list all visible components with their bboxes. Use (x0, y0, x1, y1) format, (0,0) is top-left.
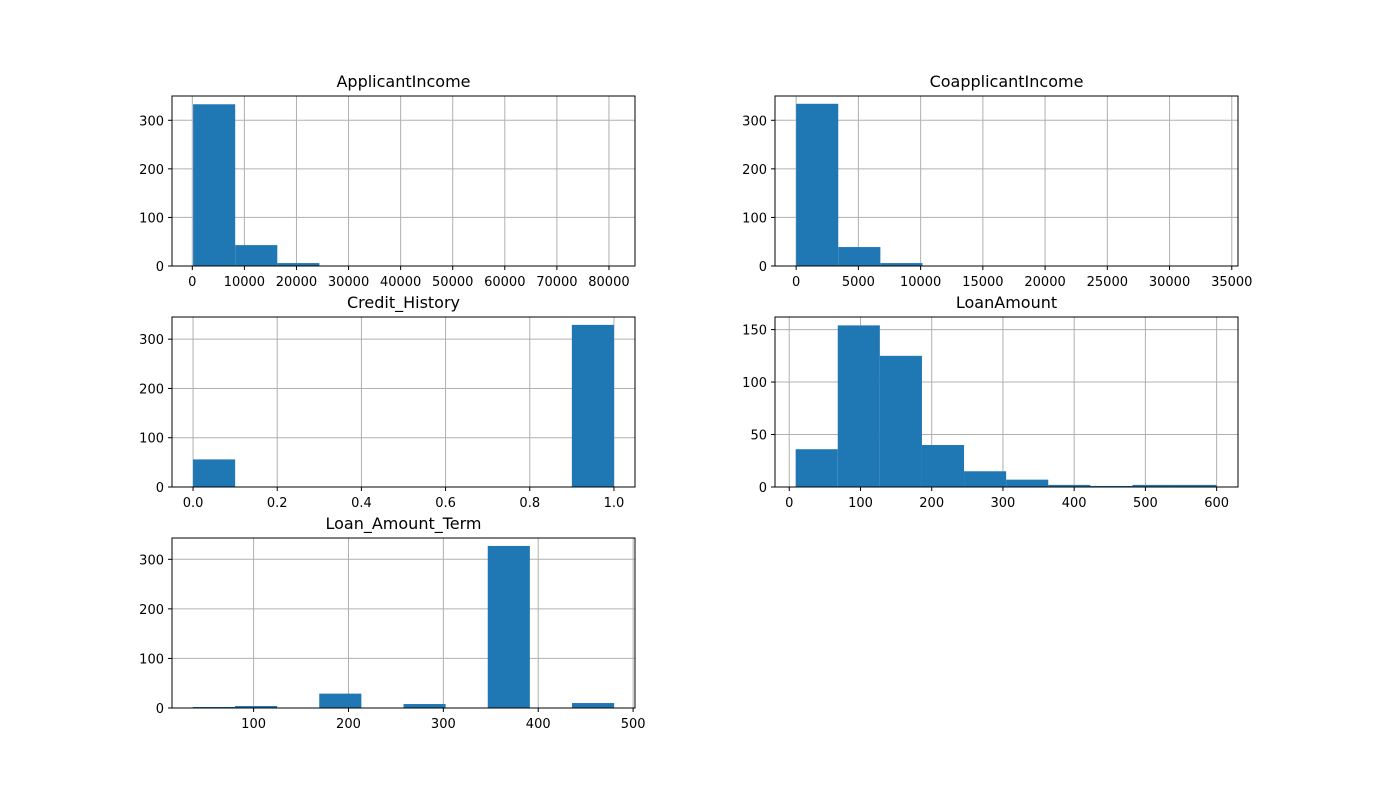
histogram-loanamount: LoanAmount 0 100 200 300 400 500 600 0 50 100 150 (742, 293, 1239, 511)
axes-frame (774, 316, 1239, 488)
x-tick-label: 60000 (484, 275, 525, 290)
histogram-bar (234, 706, 278, 708)
y-tick-label: 100 (742, 211, 767, 226)
y-tick-label: 200 (139, 382, 164, 397)
histogram-bar (1090, 485, 1133, 487)
x-tick-label: 30000 (328, 275, 369, 290)
x-tick-label: 300 (431, 717, 456, 732)
x-tick-label: 0 (188, 275, 196, 290)
x-tick-label: 200 (919, 496, 944, 511)
y-tick-label: 300 (139, 114, 164, 129)
x-tick-label: 0.4 (351, 496, 372, 511)
y-tick-label: 0 (156, 481, 164, 496)
histogram-bar (277, 263, 320, 266)
axes-frame (774, 95, 1239, 267)
y-tick-label: 50 (750, 429, 767, 444)
histogram-bar (1174, 484, 1217, 487)
y-tick-label: 0 (156, 260, 164, 275)
histogram-bar (838, 247, 881, 266)
chart-title: Credit_History (347, 293, 460, 313)
x-tick-label: 500 (621, 717, 646, 732)
x-tick-label: 100 (241, 717, 266, 732)
x-tick-label: 35000 (1211, 275, 1252, 290)
chart-title: ApplicantIncome (336, 72, 470, 91)
x-tick-label: 400 (526, 717, 551, 732)
x-tick-label: 10000 (224, 275, 265, 290)
histogram-bar (795, 449, 838, 487)
x-tick-label: 25000 (1087, 275, 1128, 290)
histogram-bar (796, 103, 839, 267)
x-tick-label: 30000 (1149, 275, 1190, 290)
histogram-bar (964, 471, 1007, 487)
histogram-bar (571, 324, 614, 487)
chart-title: Loan_Amount_Term (325, 514, 481, 534)
histogram-loan-amount-term: Loan_Amount_Term 100 200 300 400 500 0 100 200 3… (139, 514, 645, 732)
x-tick-label: 0 (792, 275, 800, 290)
y-tick-label: 200 (139, 163, 164, 178)
y-tick-label: 100 (742, 376, 767, 391)
x-tick-label: 5000 (842, 275, 875, 290)
x-tick-label: 80000 (588, 275, 629, 290)
x-tick-label: 0.0 (183, 496, 204, 511)
histogram-applicantincome: ApplicantIncome 0 10000 20000 30000 40000 500… (139, 72, 636, 290)
y-tick-label: 200 (139, 603, 164, 618)
x-tick-label: 50000 (432, 275, 473, 290)
histogram-bar (319, 693, 362, 708)
histogram-bar (879, 355, 922, 487)
histogram-bar (1006, 479, 1049, 487)
histogram-bar (880, 263, 923, 266)
x-tick-label: 200 (336, 717, 361, 732)
histogram-bar (572, 703, 615, 708)
histogram-bar (193, 104, 236, 266)
histogram-bar (235, 245, 278, 266)
x-tick-label: 20000 (276, 275, 317, 290)
x-tick-label: 20000 (1024, 275, 1065, 290)
histogram-coapplicantincome: CoapplicantIncome 0 5000 10000 15000 20000 25… (742, 72, 1252, 290)
x-tick-label: 0.8 (519, 496, 540, 511)
histogram-bar (921, 445, 965, 487)
axes-frame (171, 537, 636, 709)
x-tick-label: 300 (991, 496, 1016, 511)
histogram-bar (1132, 484, 1175, 487)
y-tick-label: 0 (156, 702, 164, 717)
axes-frame (171, 316, 636, 488)
y-tick-label: 300 (139, 333, 164, 348)
axes-frame (171, 95, 636, 267)
x-tick-label: 15000 (962, 275, 1003, 290)
histogram-bar (487, 545, 530, 708)
x-tick-label: 70000 (536, 275, 577, 290)
y-tick-label: 0 (759, 260, 767, 275)
x-tick-label: 500 (1133, 496, 1158, 511)
x-tick-label: 100 (848, 496, 873, 511)
x-tick-label: 0.2 (267, 496, 288, 511)
x-tick-label: 0 (785, 496, 793, 511)
chart-title: CoapplicantIncome (930, 72, 1084, 91)
x-tick-label: 400 (1062, 496, 1087, 511)
y-tick-label: 200 (742, 163, 767, 178)
y-tick-label: 100 (139, 652, 164, 667)
y-tick-label: 150 (742, 324, 767, 339)
y-tick-label: 100 (139, 211, 164, 226)
y-tick-label: 100 (139, 432, 164, 447)
y-tick-label: 300 (139, 553, 164, 568)
x-tick-label: 10000 (900, 275, 941, 290)
histogram-bar (193, 459, 236, 487)
y-tick-label: 300 (742, 114, 767, 129)
x-tick-label: 40000 (380, 275, 421, 290)
x-tick-label: 1.0 (604, 496, 625, 511)
histogram-bar (403, 704, 446, 708)
y-tick-label: 0 (759, 481, 767, 496)
histogram-bar (1048, 484, 1091, 487)
chart-title: LoanAmount (956, 293, 1057, 312)
histogram-bar (837, 325, 880, 487)
x-tick-label: 600 (1204, 496, 1229, 511)
x-tick-label: 0.6 (435, 496, 456, 511)
histogram-credit-history: Credit_History 0.0 0.2 0.4 0.6 0.8 1.0 0 100 200… (139, 293, 636, 511)
